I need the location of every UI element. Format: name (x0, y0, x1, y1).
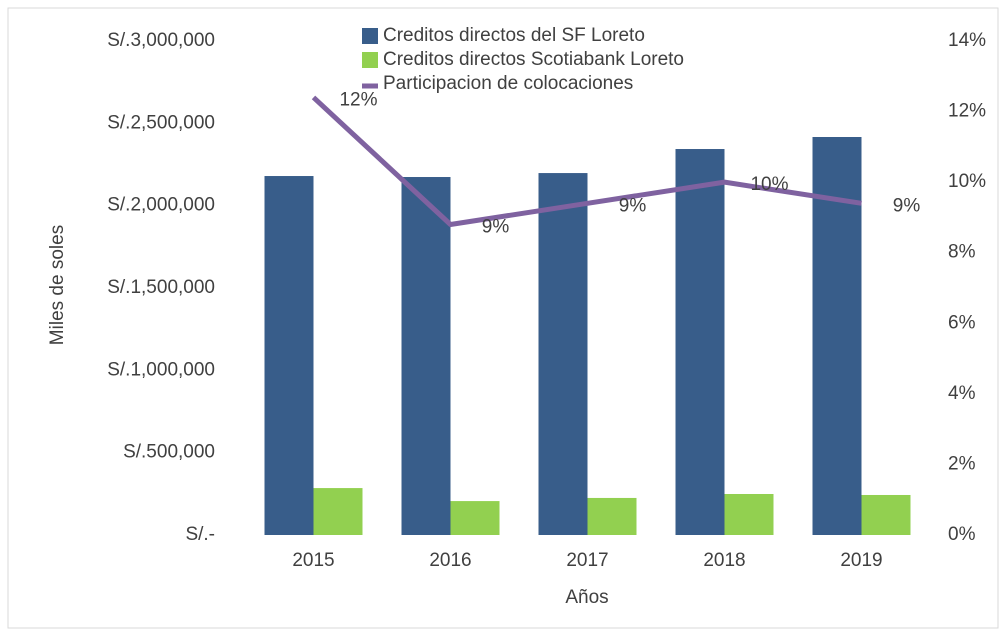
legend-label: Creditos directos Scotiabank Loreto (383, 49, 684, 70)
y-tick-label: S/.1,000,000 (107, 359, 215, 380)
y-tick-label: S/.2,000,000 (107, 195, 215, 216)
bar (675, 149, 725, 535)
data-label: 9% (482, 217, 510, 238)
legend-swatch (362, 52, 378, 68)
data-label: 9% (893, 195, 921, 216)
x-tick-label: 2015 (292, 550, 334, 571)
y-tick-label: S/.500,000 (123, 442, 215, 463)
x-axis-title: Años (565, 587, 608, 608)
legend-swatch (362, 28, 378, 44)
data-label: 12% (339, 89, 377, 110)
bar (313, 488, 363, 535)
bar (538, 173, 588, 535)
legend-label: Creditos directos del SF Loreto (383, 25, 645, 46)
legend-label: Participacion de colocaciones (383, 73, 633, 94)
y-tick-label: S/.2,500,000 (107, 112, 215, 133)
y-tick-label: S/.1,500,000 (107, 277, 215, 298)
y-tick-label: S/.3,000,000 (107, 30, 215, 51)
y2-tick-label: 4% (948, 383, 976, 404)
x-tick-label: 2019 (840, 550, 882, 571)
y2-tick-label: 2% (948, 453, 976, 474)
y2-tick-label: 14% (948, 30, 986, 51)
bar (861, 494, 911, 535)
line (311, 95, 862, 227)
bar (264, 176, 314, 535)
y2-tick-label: 12% (948, 101, 986, 122)
data-label: 10% (750, 174, 788, 195)
y-tick-label: S/.- (185, 524, 215, 545)
y2-tick-label: 10% (948, 171, 986, 192)
y2-tick-label: 0% (948, 524, 976, 545)
bar (587, 497, 637, 535)
x-tick-label: 2017 (566, 550, 608, 571)
x-tick-label: 2016 (429, 550, 471, 571)
x-tick-label: 2018 (703, 550, 745, 571)
y2-tick-label: 6% (948, 312, 976, 333)
y-axis-title: Miles de soles (47, 225, 68, 345)
bar (724, 493, 774, 535)
y2-tick-label: 8% (948, 242, 976, 263)
data-label: 9% (619, 195, 647, 216)
bar (450, 501, 500, 535)
bar (401, 177, 451, 536)
